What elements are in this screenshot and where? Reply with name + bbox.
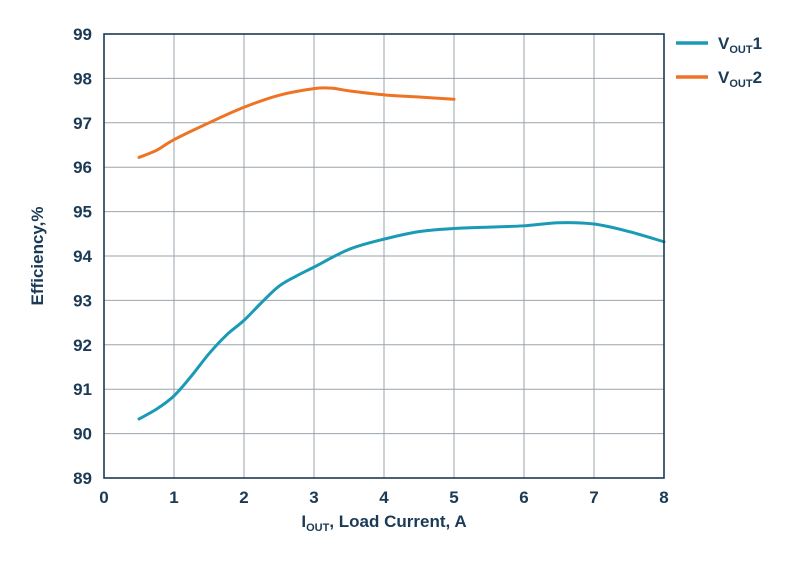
y-tick-labels: 89 90 91 92 93 94 95 96 97 98 99 <box>73 25 92 488</box>
x-tick-label: 2 <box>239 488 248 507</box>
legend-item-vout1: VOUT1 <box>676 34 762 56</box>
y-tick-label: 96 <box>73 158 92 177</box>
x-axis-title: IOUT, Load Current, A <box>301 512 466 534</box>
x-tick-label: 8 <box>659 488 668 507</box>
y-tick-label: 95 <box>73 203 92 222</box>
y-tick-label: 91 <box>73 380 92 399</box>
y-tick-label: 89 <box>73 469 92 488</box>
x-tick-labels: 0 1 2 3 4 5 6 7 8 <box>99 488 668 507</box>
y-tick-label: 94 <box>73 247 92 266</box>
series-lines <box>137 86 666 421</box>
legend: VOUT1 VOUT2 <box>676 34 762 90</box>
series-line-vout2 <box>137 86 456 159</box>
x-tick-label: 3 <box>309 488 318 507</box>
legend-item-vout2: VOUT2 <box>676 68 762 90</box>
series-line-vout1 <box>137 221 666 421</box>
y-tick-label: 90 <box>73 425 92 444</box>
x-tick-label: 1 <box>169 488 178 507</box>
x-tick-label: 7 <box>589 488 598 507</box>
plot-frame <box>103 33 665 479</box>
y-tick-label: 92 <box>73 336 92 355</box>
y-tick-label: 93 <box>73 291 92 310</box>
x-tick-label: 6 <box>519 488 528 507</box>
legend-label-vout2: VOUT2 <box>718 68 762 90</box>
grid-lines <box>103 33 665 479</box>
y-axis-title: Efficiency,% <box>28 207 47 306</box>
legend-label-vout1: VOUT1 <box>718 34 762 56</box>
x-tick-label: 0 <box>99 488 108 507</box>
y-tick-label: 97 <box>73 114 92 133</box>
y-tick-label: 98 <box>73 69 92 88</box>
x-tick-label: 4 <box>379 488 389 507</box>
y-tick-label: 99 <box>73 25 92 44</box>
x-tick-label: 5 <box>449 488 458 507</box>
